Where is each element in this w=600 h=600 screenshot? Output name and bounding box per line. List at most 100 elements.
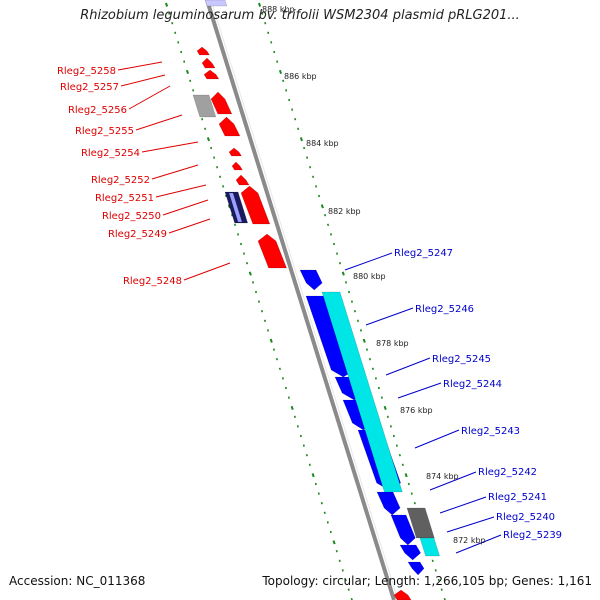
outer-tick-mark (306, 156, 309, 159)
inner-tick-mark (254, 290, 258, 294)
inner-tick-mark (287, 396, 290, 399)
gene-label-rleg2-5243[interactable]: Rleg2_5243 (461, 426, 520, 437)
outer-tick-mark (285, 89, 288, 92)
leader-forward-7 (446, 516, 495, 533)
leader-forward-1 (365, 307, 414, 326)
outer-tick-mark (257, 2, 262, 7)
outer-tick-mark (335, 252, 339, 255)
outer-tick-mark (440, 588, 443, 591)
inner-tick-mark (242, 252, 246, 255)
gene-arrow-rleg2-5257a (201, 57, 216, 69)
outer-tick-mark (288, 98, 291, 102)
gene-label-rleg2-5251[interactable]: Rleg2_5251 (95, 193, 154, 204)
leader-reverse-4 (141, 141, 199, 153)
forward-gene-labels: Rleg2_5247 Rleg2_5246 Rleg2_5245 Rleg2_5… (394, 248, 562, 541)
inner-tick-mark (272, 348, 276, 351)
inner-tick-mark (236, 233, 240, 236)
inner-tick-mark (204, 127, 207, 131)
inner-tick-mark (183, 60, 186, 63)
inner-tick-mark (314, 482, 317, 486)
gene-label-rleg2-5252[interactable]: Rleg2_5252 (91, 175, 150, 186)
inner-tick-mark (299, 434, 302, 438)
gene-arrow-rleg2-5239 (407, 561, 425, 576)
outer-tick-mark (404, 473, 408, 478)
gene-label-rleg2-5254[interactable]: Rleg2_5254 (81, 148, 140, 159)
gene-arrow-rleg2-5240 (399, 544, 421, 561)
outer-tick-mark (386, 415, 389, 419)
leader-reverse-0 (117, 61, 163, 71)
cyan-feature (321, 291, 403, 493)
inner-tick-mark (251, 281, 255, 284)
outer-tick-mark (377, 386, 380, 390)
gene-label-rleg2-5242[interactable]: Rleg2_5242 (478, 467, 537, 478)
outer-tick-mark (270, 41, 273, 44)
outer-tick-mark (341, 271, 345, 276)
outer-tick-mark (407, 482, 410, 486)
inner-tick-mark (290, 405, 294, 411)
gene-label-rleg2-5246[interactable]: Rleg2_5246 (415, 304, 474, 315)
outer-tick-mark (413, 501, 416, 505)
gene-label-rleg2-5248[interactable]: Rleg2_5248 (123, 276, 182, 287)
leader-reverse-2 (128, 85, 171, 110)
gene-label-rleg2-5239[interactable]: Rleg2_5239 (503, 530, 562, 541)
inner-tick-mark (245, 261, 249, 265)
gene-label-rleg2-5245[interactable]: Rleg2_5245 (432, 354, 491, 365)
inner-tick-mark (219, 175, 222, 179)
inner-tick-mark (260, 309, 264, 313)
outer-tick-mark (332, 242, 336, 246)
gene-label-rleg2-5241[interactable]: Rleg2_5241 (488, 492, 547, 503)
leader-forward-8 (455, 534, 502, 554)
gene-label-rleg2-5250[interactable]: Rleg2_5250 (102, 211, 161, 222)
map-title: Rhizobium leguminosarum bv. trifolii WSM… (80, 8, 520, 23)
inner-tick-mark (213, 156, 216, 159)
outer-tick-mark (356, 319, 360, 323)
gene-arrow-rleg2-5247 (299, 269, 323, 291)
outer-tick-mark (323, 213, 327, 217)
outer-tick-mark (347, 290, 351, 294)
tick-label-882: 882 kbp (328, 207, 361, 216)
gene-label-rleg2-5257[interactable]: Rleg2_5257 (60, 82, 119, 93)
gene-arrow-rleg2-5248 (257, 233, 287, 269)
gene-label-rleg2-5244[interactable]: Rleg2_5244 (443, 379, 502, 390)
gene-arrow-rleg2-5242 (376, 491, 401, 516)
outer-tick-mark (398, 453, 401, 457)
inner-tick-mark (177, 41, 180, 44)
inner-tick-mark (227, 204, 231, 209)
inner-tick-mark (284, 386, 287, 390)
leader-forward-5 (429, 471, 477, 491)
gene-label-rleg2-5258[interactable]: Rleg2_5258 (57, 66, 116, 77)
outer-tick-mark (437, 578, 440, 582)
gene-label-rleg2-5249[interactable]: Rleg2_5249 (108, 229, 167, 240)
inner-tick-mark (263, 319, 267, 323)
outer-tick-mark (309, 165, 312, 169)
outer-tick-mark (278, 69, 283, 75)
leader-reverse-3 (135, 114, 183, 131)
inner-tick-mark (230, 213, 234, 217)
outer-tick-mark (282, 79, 285, 83)
tick-label-878: 878 kbp (376, 339, 409, 348)
leader-forward-3 (397, 382, 442, 399)
outer-tick-mark (338, 261, 342, 265)
inner-tick-mark (320, 501, 323, 505)
outer-tick-mark (312, 175, 315, 179)
tick-label-880: 880 kbp (353, 272, 386, 281)
gene-label-rleg2-5255[interactable]: Rleg2_5255 (75, 126, 134, 137)
reverse-gene-labels: Rleg2_5258 Rleg2_5257 Rleg2_5256 Rleg2_5… (57, 66, 182, 287)
leader-reverse-5 (151, 164, 199, 180)
gene-label-rleg2-5240[interactable]: Rleg2_5240 (496, 512, 555, 523)
gene-label-rleg2-5247[interactable]: Rleg2_5247 (394, 248, 453, 259)
outer-tick-mark (431, 559, 434, 563)
outer-tick-mark (401, 463, 404, 467)
outer-tick-mark (410, 492, 413, 495)
inner-tick-mark (171, 21, 174, 25)
outer-tick-mark (371, 367, 374, 371)
outer-tick-mark (359, 329, 363, 332)
backbone-line (205, 0, 396, 600)
gene-arrow-rleg2-5241 (390, 514, 416, 546)
inner-tick-mark (302, 444, 305, 447)
gene-label-rleg2-5256[interactable]: Rleg2_5256 (68, 105, 127, 116)
inner-tick-mark (335, 549, 338, 553)
inner-tick-mark (216, 165, 219, 169)
